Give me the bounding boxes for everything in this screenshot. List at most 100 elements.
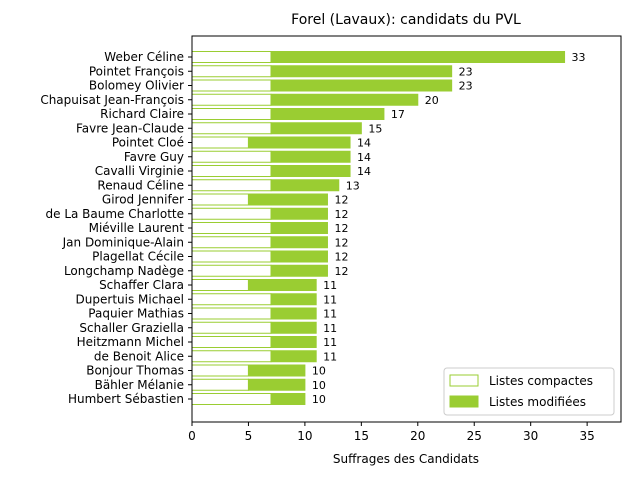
legend-swatch-modifiees — [449, 395, 479, 408]
category-label: Longchamp Nadège — [64, 264, 184, 278]
x-tick-label: 10 — [297, 429, 312, 443]
bar-modifiees — [270, 179, 340, 192]
category-label: Schaller Graziella — [79, 321, 184, 335]
x-tick-label: 15 — [354, 429, 369, 443]
bar-modifiees — [270, 350, 317, 363]
value-label: 12 — [334, 208, 348, 221]
value-label: 11 — [323, 279, 337, 292]
bar-modifiees — [270, 165, 351, 177]
value-label: 12 — [334, 251, 348, 264]
bar-compactes — [191, 150, 272, 163]
x-tick-label: 35 — [579, 429, 594, 443]
category-label: Plagellat Cécile — [92, 250, 184, 264]
category-label: Favre Jean-Claude — [76, 121, 184, 135]
category-label: Chapuisat Jean-François — [40, 93, 184, 107]
category-label: Girod Jennifer — [102, 193, 184, 207]
x-tick-label: 5 — [245, 429, 253, 443]
bar-modifiees — [270, 321, 317, 334]
value-label: 11 — [323, 293, 337, 306]
value-label: 10 — [312, 365, 326, 378]
category-label: Richard Claire — [100, 107, 184, 121]
value-label: 17 — [391, 108, 405, 121]
bar-compactes — [191, 136, 249, 149]
category-label: Dupertuis Michael — [76, 292, 184, 306]
bar-compactes — [191, 165, 272, 177]
value-label: 10 — [312, 379, 326, 392]
x-tick-label: 25 — [467, 429, 482, 443]
bar-compactes — [191, 179, 272, 192]
bar-modifiees — [247, 364, 306, 377]
bar-compactes — [191, 122, 272, 135]
bar-compactes — [191, 93, 272, 106]
bar-modifiees — [270, 207, 328, 220]
bar-compactes — [191, 393, 272, 405]
value-label: 11 — [323, 350, 337, 363]
category-label: Bähler Mélanie — [95, 378, 184, 392]
chart-title: Forel (Lavaux): candidats du PVL — [291, 12, 521, 28]
bar-compactes — [191, 65, 272, 78]
bar-modifiees — [270, 336, 317, 348]
x-axis-title: Suffrages des Candidats — [333, 452, 479, 466]
legend-label-modifiees: Listes modifiées — [489, 395, 586, 409]
value-labels: 3323232017151414141312121212121211111111… — [312, 51, 586, 406]
bar-compactes — [191, 321, 272, 334]
category-label: Pointet François — [89, 64, 184, 78]
category-label: Heitzmann Michel — [77, 335, 184, 349]
bar-modifiees — [270, 307, 317, 320]
bar-modifiees — [247, 193, 328, 206]
value-label: 20 — [425, 94, 439, 107]
bar-modifiees — [270, 393, 306, 405]
value-label: 33 — [572, 51, 586, 64]
bar-modifiees — [270, 79, 453, 92]
bar-compactes — [191, 79, 272, 92]
bar-modifiees — [270, 108, 385, 120]
category-label: Cavalli Virginie — [95, 164, 184, 178]
category-label: Bonjour Thomas — [86, 364, 184, 378]
bar-modifiees — [247, 279, 317, 291]
plot-frame — [191, 35, 622, 423]
x-tick-label: 30 — [523, 429, 538, 443]
category-label: Jan Dominique-Alain — [62, 235, 184, 249]
bar-compactes — [191, 250, 272, 263]
value-label: 14 — [357, 151, 371, 164]
value-label: 11 — [323, 336, 337, 349]
bar-modifiees — [270, 264, 328, 277]
value-label: 12 — [334, 236, 348, 249]
value-label: 12 — [334, 265, 348, 278]
value-label: 13 — [346, 179, 360, 192]
value-label: 14 — [357, 165, 371, 178]
bar-compactes — [191, 279, 249, 291]
category-label: Schaffer Clara — [99, 278, 184, 292]
legend-box — [443, 367, 615, 416]
category-label: Pointet Cloé — [112, 136, 184, 150]
bar-modifiees — [270, 222, 328, 234]
category-label: Miéville Laurent — [89, 221, 185, 235]
bar-compactes — [191, 307, 272, 320]
bar-compactes — [191, 350, 272, 363]
bar-compactes — [191, 378, 249, 391]
value-label: 15 — [368, 122, 382, 135]
value-label: 23 — [459, 80, 473, 93]
bar-modifiees — [270, 236, 328, 249]
value-label: 11 — [323, 308, 337, 321]
bar-compactes — [191, 236, 272, 249]
bar-modifiees — [247, 378, 306, 391]
bar-compactes — [191, 207, 272, 220]
category-label: Humbert Sébastien — [68, 392, 184, 406]
value-label: 14 — [357, 137, 371, 150]
bar-compactes — [191, 364, 249, 377]
x-tick-label: 0 — [188, 429, 196, 443]
category-label: Renaud Céline — [97, 178, 184, 192]
value-label: 12 — [334, 194, 348, 207]
category-label: Bolomey Olivier — [89, 79, 184, 93]
value-label: 12 — [334, 222, 348, 235]
bar-modifiees — [270, 293, 317, 306]
category-label: Weber Céline — [104, 50, 184, 64]
bar-compactes — [191, 193, 249, 206]
bar-modifiees — [270, 250, 328, 263]
bar-modifiees — [270, 150, 351, 163]
category-label: de Benoit Alice — [94, 349, 184, 363]
bar-compactes — [191, 222, 272, 234]
bar-modifiees — [270, 51, 566, 63]
